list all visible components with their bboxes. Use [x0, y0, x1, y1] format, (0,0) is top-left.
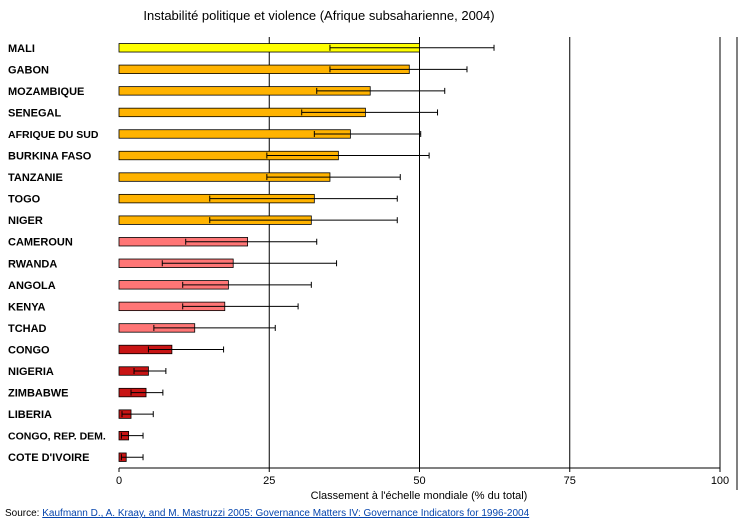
category-label-afrique-du-sud: AFRIQUE DU SUD — [8, 129, 99, 141]
category-label-gabon: GABON — [8, 64, 49, 76]
category-label-tanzanie: TANZANIE — [8, 172, 63, 184]
x-tick-label-50: 50 — [413, 475, 425, 487]
category-label-nigeria: NIGERIA — [8, 366, 54, 378]
chart-title: Instabilité politique et violence (Afriq… — [143, 8, 494, 23]
x-tick-label-100: 100 — [711, 475, 729, 487]
category-label-kenya: KENYA — [8, 301, 46, 313]
category-label-togo: TOGO — [8, 194, 41, 206]
bars — [118, 43, 495, 462]
category-label-angola: ANGOLA — [8, 280, 56, 292]
category-label-rwanda: RWANDA — [8, 258, 57, 270]
category-label-burkina-faso: BURKINA FASO — [8, 151, 92, 163]
x-tick-label-75: 75 — [564, 475, 576, 487]
category-label-mozambique: MOZAMBIQUE — [8, 86, 84, 98]
bar-chart: Instabilité politique et violence (Afriq… — [8, 8, 738, 502]
x-axis: 0 25 50 75 100 — [116, 467, 729, 487]
x-tick-label-0: 0 — [116, 475, 122, 487]
gridlines — [268, 37, 738, 490]
category-label-liberia: LIBERIA — [8, 409, 52, 421]
x-tick-label-25: 25 — [263, 475, 275, 487]
category-label-niger: NIGER — [8, 215, 43, 227]
category-label-congo: CONGO — [8, 344, 50, 356]
category-label-zimbabwe: ZIMBABWE — [8, 388, 69, 400]
category-label-congo-rep-dem: CONGO, REP. DEM. — [8, 431, 106, 443]
category-label-cote-d-ivoire: COTE D'IVOIRE — [8, 452, 89, 464]
source-label: Source: — [5, 508, 40, 519]
source-note: Source: Kaufmann D., A. Kraay, and M. Ma… — [5, 508, 529, 519]
category-label-mali: MALI — [8, 43, 35, 55]
category-labels: MALI GABON MOZAMBIQUE SENEGAL AFRIQUE DU SUD… — [8, 43, 106, 464]
category-label-senegal: SENEGAL — [8, 107, 61, 119]
category-label-tchad: TCHAD — [8, 323, 47, 335]
x-axis-label: Classement à l'échelle mondiale (% du to… — [311, 490, 528, 502]
category-label-cameroun: CAMEROUN — [8, 237, 73, 249]
source-link[interactable]: Kaufmann D., A. Kraay, and M. Mastruzzi … — [42, 508, 530, 519]
